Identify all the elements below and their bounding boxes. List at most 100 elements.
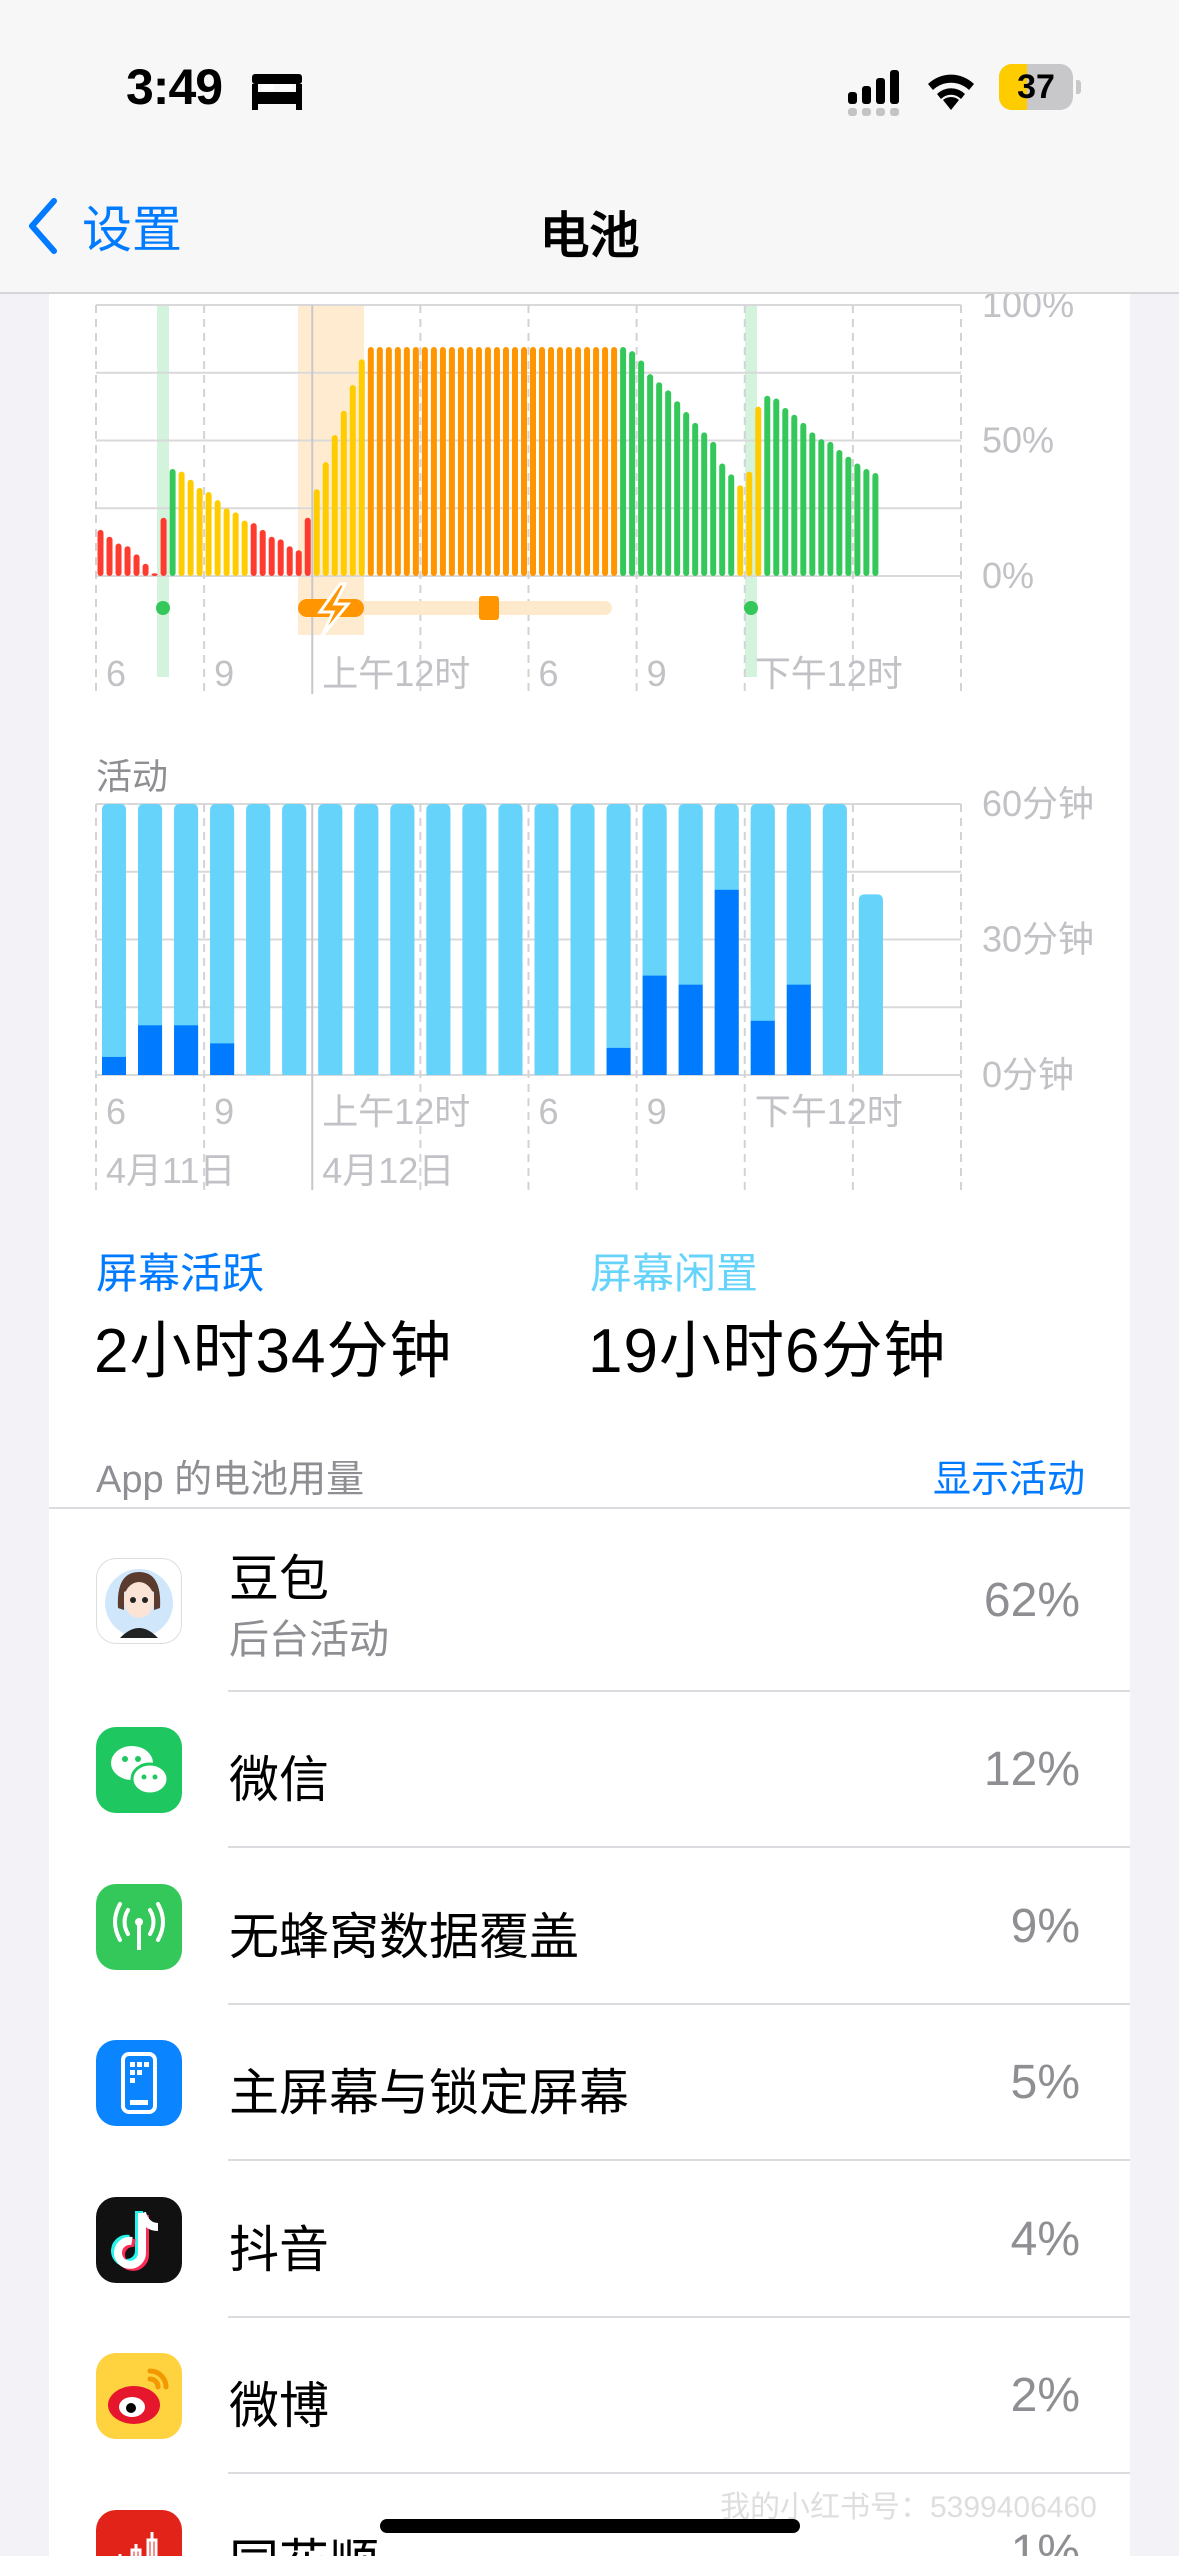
battery-bar <box>836 449 843 576</box>
cellular-antenna-icon <box>96 1883 182 1970</box>
battery-bar <box>340 410 347 576</box>
app-percent: 62% <box>983 1573 1080 1627</box>
battery-bar <box>295 550 302 576</box>
app-name: 豆包 <box>229 1550 329 1607</box>
battery-bar <box>331 435 338 576</box>
battery-bar <box>511 347 518 576</box>
battery-bar <box>773 398 780 576</box>
row-divider <box>228 1846 1130 1848</box>
screen-idle-label: 屏幕闲置 <box>590 1250 759 1297</box>
screen-active-bar <box>678 984 703 1075</box>
battery-bar <box>466 347 473 576</box>
battery-bar <box>448 347 455 576</box>
battery-bar <box>178 471 185 576</box>
wifi-icon <box>928 74 974 110</box>
battery-bar <box>692 422 699 576</box>
battery-bar <box>367 347 374 576</box>
battery-bar <box>530 347 536 576</box>
screen-active-label: 屏幕活跃 <box>96 1250 265 1297</box>
app-row[interactable]: 抖音 4% <box>49 2161 1130 2318</box>
date-label: 4月12日 <box>322 1150 454 1191</box>
battery-level-chart: 100% 50% 0% 6 9 上午12时 6 9 下午12时 <box>95 294 1074 694</box>
battery-bar <box>403 347 410 576</box>
x-tick-label: 上午12时 <box>322 1091 470 1132</box>
app-subtitle: 后台活动 <box>229 1617 389 1662</box>
battery-bar <box>142 563 149 576</box>
app-row[interactable]: 微博 2% <box>49 2318 1130 2474</box>
row-divider <box>228 1690 1130 1692</box>
battery-bar <box>683 412 690 576</box>
battery-bar <box>629 351 636 576</box>
screen-active-bar <box>174 1025 199 1075</box>
battery-bar <box>845 456 852 576</box>
battery-bar <box>647 374 654 576</box>
battery-bar <box>800 422 807 576</box>
screen-active-bar <box>714 889 739 1075</box>
page-title: 电池 <box>539 208 640 264</box>
x-tick-label: 6 <box>539 653 559 694</box>
battery-bar <box>160 517 167 576</box>
x-tick-label: 下午12时 <box>755 653 903 694</box>
battery-bar <box>268 536 275 576</box>
battery-bar <box>493 347 500 576</box>
battery-bar <box>430 347 437 576</box>
battery-bar <box>593 347 600 576</box>
screen-idle-bar-body <box>318 810 343 1075</box>
home-indicator[interactable] <box>380 2519 800 2533</box>
app-name: 主屏幕与锁定屏幕 <box>229 2065 629 2121</box>
battery-bar <box>539 347 546 576</box>
show-activity-button[interactable]: 显示活动 <box>932 1459 1085 1501</box>
battery-bar <box>277 539 284 576</box>
y-tick-label: 0% <box>982 555 1034 596</box>
battery-bar <box>575 347 582 576</box>
screen-idle-bar-body <box>498 810 523 1075</box>
battery-bar <box>728 474 735 576</box>
battery-bar <box>394 347 401 576</box>
battery-bar <box>611 347 618 576</box>
battery-bar <box>584 347 591 576</box>
battery-bar <box>755 406 762 576</box>
back-button[interactable]: 设置 <box>24 190 182 262</box>
green-dot <box>744 601 758 615</box>
battery-bar <box>133 554 140 576</box>
charging-track <box>298 601 612 615</box>
green-dot <box>156 601 170 615</box>
battery-bar <box>872 473 879 576</box>
screen-active-bar <box>606 1047 631 1075</box>
screen-idle-bar-body <box>606 810 631 1075</box>
battery-bar <box>205 491 212 576</box>
app-row[interactable]: 主屏幕与锁定屏幕 5% <box>49 2005 1130 2161</box>
app-row[interactable]: 微信 12% <box>49 1692 1130 1848</box>
battery-bar <box>259 529 266 576</box>
y-tick-label: 30分钟 <box>982 919 1094 960</box>
y-tick-label: 50% <box>982 420 1054 461</box>
app-row[interactable]: 同花顺 1% <box>49 2474 1130 2556</box>
y-tick-label: 60分钟 <box>982 783 1094 824</box>
app-row[interactable]: 无蜂窝数据覆盖 9% <box>49 1848 1130 2005</box>
activity-chart: 60分钟 30分钟 0分钟 6 9 上午12时 6 9 下午12时 4月11日 4月12日 <box>95 783 1094 1191</box>
battery-level: 37 <box>1017 68 1055 106</box>
date-label: 4月11日 <box>106 1150 235 1191</box>
y-tick-label: 0分钟 <box>982 1054 1074 1095</box>
battery-bar <box>665 390 672 576</box>
battery-bar <box>124 546 131 576</box>
screen-idle-bar-body <box>534 810 559 1075</box>
battery-bar <box>286 546 293 576</box>
battery-bar <box>475 347 482 576</box>
battery-bar <box>187 479 194 576</box>
screen-idle-bar-body <box>426 810 451 1075</box>
battery-cap <box>1076 80 1081 94</box>
battery-bar <box>214 500 221 576</box>
battery-bar <box>782 407 789 576</box>
screen-active-bar <box>642 975 667 1075</box>
screen-idle-bar-body <box>390 810 415 1075</box>
battery-bar <box>223 508 230 576</box>
bed-icon <box>252 74 302 110</box>
battery-bar <box>854 463 861 576</box>
battery-bar <box>818 439 825 576</box>
battery-bar <box>620 347 627 576</box>
screen-idle-bar-body <box>858 900 883 1075</box>
screen-idle-bar-body <box>570 810 595 1075</box>
weibo-icon <box>96 2353 182 2439</box>
app-row[interactable]: 豆包后台活动 62% <box>49 1509 1130 1692</box>
